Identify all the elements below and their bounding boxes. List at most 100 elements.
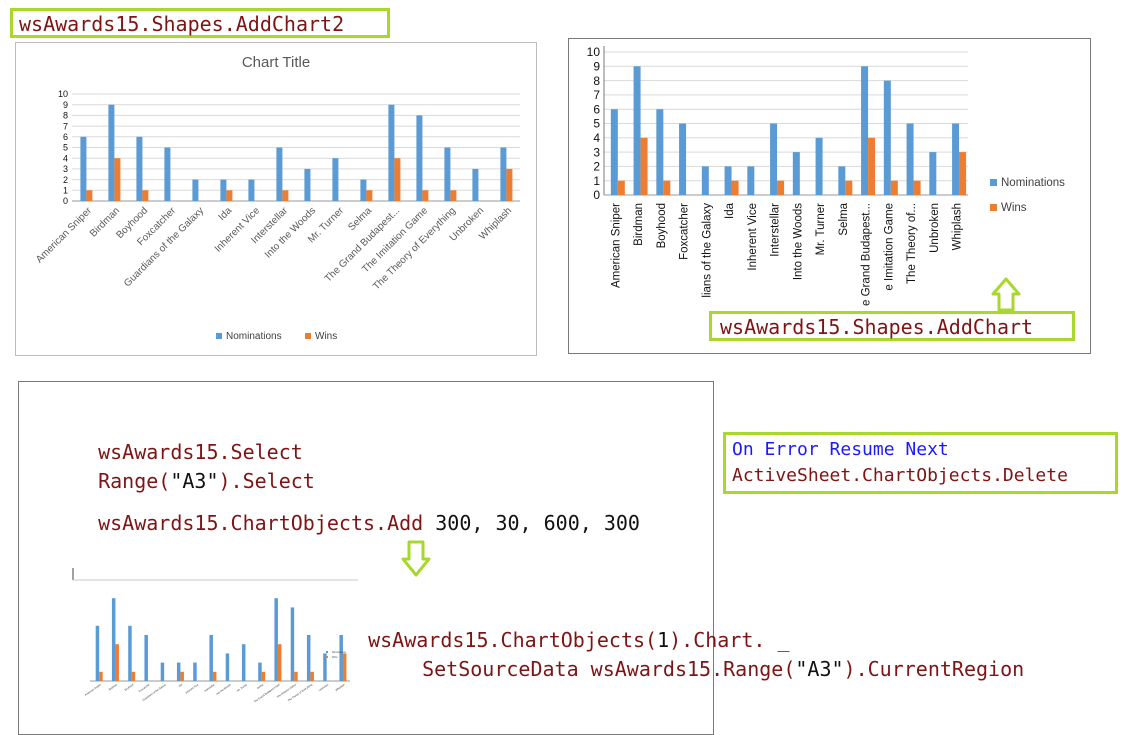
- bar-wins: [114, 158, 121, 201]
- bar-nominations: [472, 168, 479, 201]
- bar-wins: [868, 137, 876, 195]
- ssd2-code-c: ).CurrentRegion: [843, 657, 1025, 681]
- y-tick-label: 8: [593, 74, 600, 88]
- legend-label: Nominations: [332, 651, 347, 654]
- y-tick-label: 7: [593, 88, 600, 102]
- bar-wins: [212, 671, 217, 681]
- bar-nominations: [95, 625, 100, 681]
- bar-nominations: [128, 625, 132, 681]
- bar-nominations: [332, 158, 339, 201]
- y-tick-label: 4: [63, 153, 68, 163]
- code-ssd-line1: wsAwards15.ChartObjects(1).Chart. _: [344, 598, 789, 654]
- category-label: Unbroken: [318, 682, 330, 692]
- y-tick-label: 10: [58, 89, 68, 99]
- y-tick-label: 1: [593, 174, 600, 188]
- bar-wins: [617, 180, 625, 195]
- addchart-label-box: wsAwards15.Shapes.AddChart: [709, 311, 1075, 341]
- bar-nominations: [290, 607, 295, 681]
- bar-nominations: [747, 166, 755, 195]
- bar-nominations: [274, 598, 278, 681]
- arrow-down-icon-bottom: [401, 540, 431, 577]
- y-tick-label: 5: [593, 117, 600, 131]
- bar-wins: [777, 180, 785, 195]
- y-tick-label: 9: [593, 60, 600, 74]
- bar-wins: [450, 190, 457, 201]
- category-label: American Sniper: [84, 682, 102, 696]
- bar-nominations: [176, 662, 181, 681]
- ssd1-code-a: wsAwards15.ChartObjects(: [368, 628, 658, 652]
- category-label: Interstellar: [203, 682, 215, 692]
- category-label: Birdman: [633, 203, 645, 246]
- category-label: Unbroken: [929, 203, 941, 253]
- bar-nominations: [633, 66, 641, 195]
- bar-wins: [394, 158, 401, 201]
- ssd1-code-b: 1: [657, 628, 670, 652]
- bar-nominations: [220, 179, 227, 201]
- add-code-a: wsAwards15.ChartObjects.Add: [98, 511, 424, 535]
- bar-nominations: [416, 115, 423, 201]
- bar-wins: [261, 671, 266, 681]
- category-label: Into the Woods: [792, 203, 804, 280]
- y-tick-label: 0: [593, 188, 600, 202]
- y-tick-label: 6: [63, 132, 68, 142]
- bar-wins: [115, 644, 119, 681]
- bar-nominations: [770, 123, 778, 195]
- category-label: Inherent Vice: [747, 203, 759, 271]
- y-tick-label: 7: [63, 121, 68, 131]
- bar-nominations: [160, 662, 165, 681]
- legend-label: Nominations: [226, 331, 282, 342]
- bar-wins: [913, 180, 921, 195]
- bar-nominations: [929, 152, 937, 195]
- bar-nominations: [679, 123, 687, 195]
- category-label: Foxcatcher: [138, 682, 151, 693]
- bar-nominations: [304, 168, 311, 201]
- bar-nominations: [225, 653, 230, 681]
- y-tick-label: 3: [63, 164, 68, 174]
- bar-nominations: [136, 136, 143, 201]
- y-tick-label: 2: [593, 160, 600, 174]
- bar-nominations: [906, 123, 914, 195]
- bar-nominations: [276, 147, 283, 201]
- y-tick-label: 3: [593, 145, 600, 159]
- on-error-code: On Error Resume Next: [732, 439, 949, 460]
- range-code-a: Range(: [98, 469, 171, 493]
- bar-nominations: [838, 166, 846, 195]
- range-code-c: ).Select: [218, 469, 315, 493]
- y-tick-label: 4: [593, 131, 600, 145]
- category-label: American Sniper: [610, 203, 622, 288]
- legend-swatch: [326, 651, 328, 653]
- category-label: Mr. Turner: [236, 682, 248, 692]
- legend-label: Wins: [332, 656, 338, 659]
- legend-swatch: [305, 333, 311, 339]
- category-label: Selma: [838, 202, 850, 235]
- bar-nominations: [241, 644, 246, 681]
- y-tick-label: 8: [63, 111, 68, 121]
- y-tick-label: 6: [593, 102, 600, 116]
- code-ssd-line2: SetSourceData wsAwards15.Range("A3").Cur…: [398, 627, 1024, 683]
- bar-nominations: [724, 166, 732, 195]
- y-tick-label: 10: [587, 45, 601, 59]
- category-label: The Theory of...: [906, 203, 918, 284]
- bar-wins: [142, 190, 149, 201]
- y-tick-label: 5: [63, 143, 68, 153]
- bar-wins: [342, 653, 347, 681]
- category-label: Inherent Vice: [184, 682, 199, 694]
- code-range-line: Range("A3").Select: [74, 439, 315, 495]
- bar-nominations: [193, 662, 197, 681]
- delete-code: ActiveSheet.ChartObjects.Delete: [732, 465, 1068, 486]
- bar-nominations: [388, 104, 395, 201]
- code-add-line: wsAwards15.ChartObjects.Add 300, 30, 600…: [74, 481, 640, 537]
- bar-nominations: [80, 136, 87, 201]
- category-label: Selma: [256, 682, 265, 690]
- bar-wins: [310, 671, 314, 681]
- category-label: Boyhood: [656, 203, 668, 248]
- category-label: Boyhood: [124, 682, 135, 691]
- category-label: lians of the Galaxy: [701, 203, 713, 298]
- category-label: Birdman: [108, 682, 119, 691]
- bar-nominations: [360, 179, 367, 201]
- bar-nominations: [248, 179, 255, 201]
- bar-wins: [890, 180, 898, 195]
